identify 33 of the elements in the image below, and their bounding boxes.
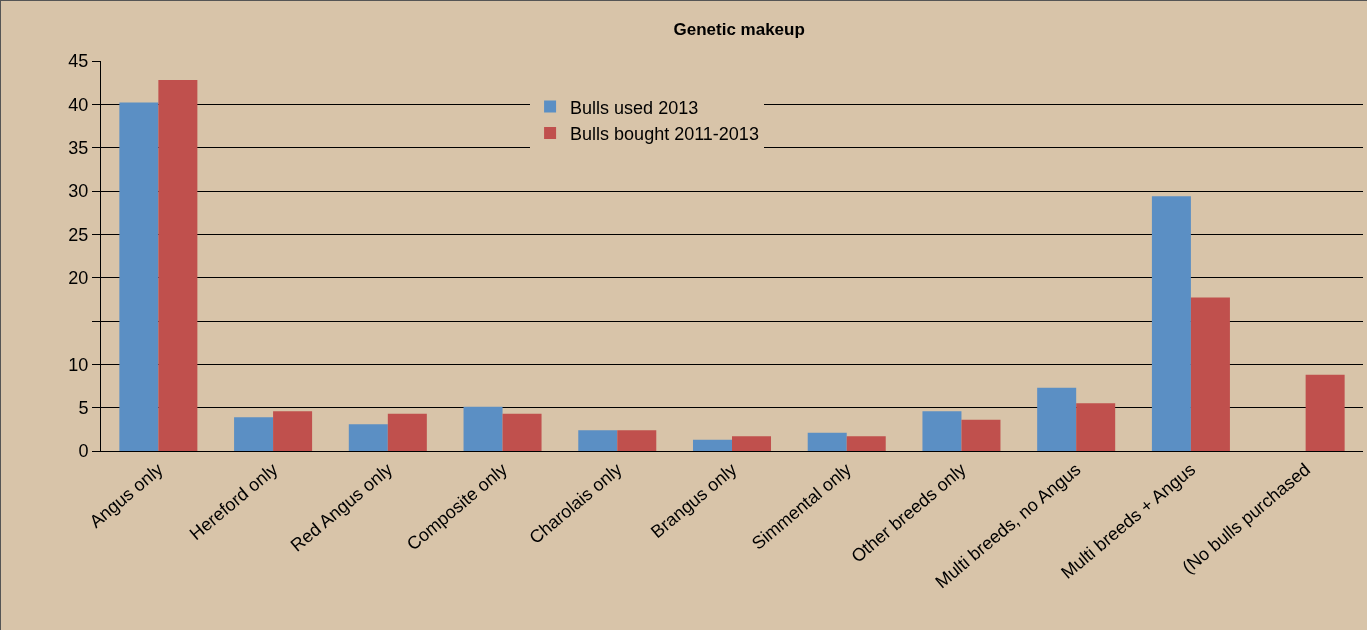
y-tick-label: 45 (68, 51, 89, 72)
bar (961, 419, 1001, 451)
y-tick-label: 30 (68, 181, 89, 202)
y-tick-label: 0 (78, 441, 89, 462)
bar (1305, 374, 1345, 451)
y-tick-label: 40 (68, 94, 89, 115)
y-tick-label: 5 (78, 397, 89, 418)
bar (158, 80, 198, 451)
bar (846, 436, 886, 451)
bar (1076, 403, 1116, 451)
bar (692, 439, 732, 451)
bar (1190, 297, 1230, 451)
bar (463, 406, 503, 451)
legend-label: Bulls used 2013 (570, 97, 699, 118)
bar (578, 430, 618, 451)
y-tick-label: 20 (68, 267, 89, 288)
chart-title: Genetic makeup (673, 19, 805, 39)
bar (1037, 387, 1077, 451)
legend-label: Bulls bought 2011-2013 (570, 123, 759, 144)
bar (387, 413, 427, 451)
bar (234, 417, 274, 451)
bar (732, 436, 772, 451)
y-tick-label: 25 (68, 224, 89, 245)
bar (502, 413, 542, 451)
bar (348, 424, 388, 451)
bar (807, 432, 847, 451)
bar (1151, 196, 1191, 451)
bar (617, 430, 657, 451)
bar (273, 411, 313, 451)
y-tick-label: 10 (68, 354, 89, 375)
bar (922, 411, 962, 451)
y-tick-label: 35 (68, 137, 89, 158)
bar (119, 102, 159, 451)
